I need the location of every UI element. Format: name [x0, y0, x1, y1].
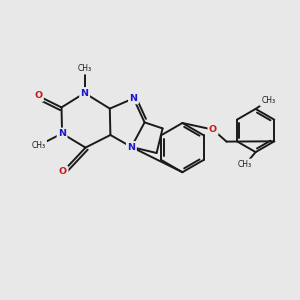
- Text: CH₃: CH₃: [77, 64, 92, 73]
- Text: O: O: [34, 92, 43, 100]
- Text: N: N: [130, 94, 137, 103]
- Text: CH₃: CH₃: [238, 160, 252, 169]
- Text: CH₃: CH₃: [261, 96, 275, 105]
- Text: O: O: [209, 125, 217, 134]
- Text: N: N: [58, 129, 66, 138]
- Text: CH₃: CH₃: [31, 141, 46, 150]
- Text: N: N: [128, 142, 135, 152]
- Text: N: N: [81, 88, 88, 98]
- Text: O: O: [59, 167, 67, 176]
